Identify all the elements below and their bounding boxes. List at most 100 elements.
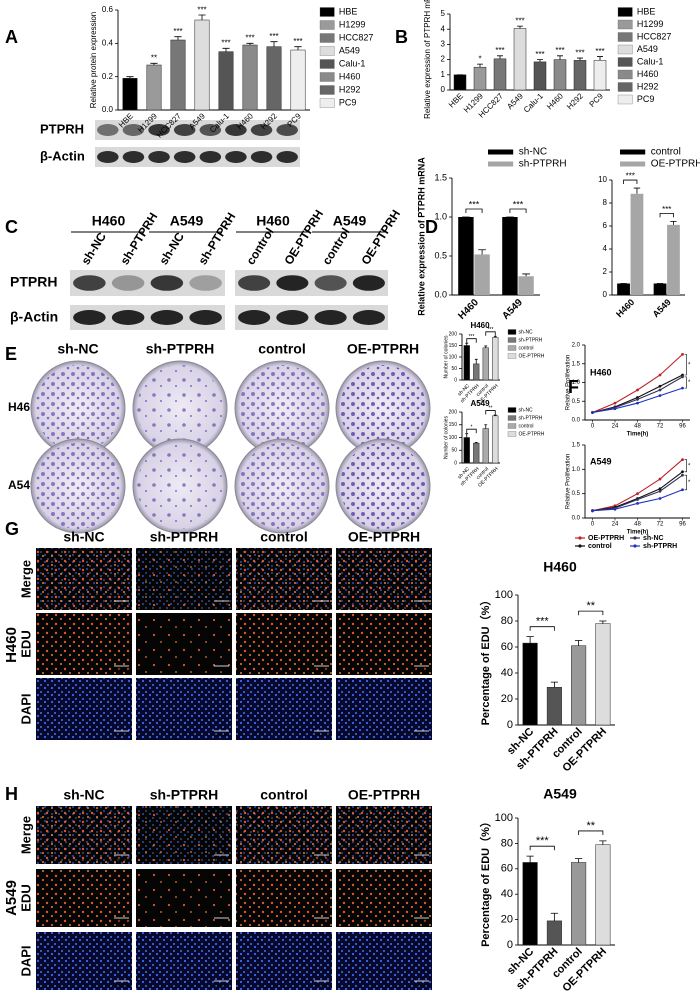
significance-label: *** bbox=[575, 48, 584, 57]
blot-band bbox=[238, 275, 271, 291]
bar bbox=[593, 60, 607, 91]
dapi-signal bbox=[36, 932, 132, 990]
lane-label: sh-NC bbox=[156, 230, 187, 268]
dapi-signal bbox=[136, 678, 232, 740]
bar bbox=[290, 49, 306, 111]
legend-label: control bbox=[651, 147, 681, 158]
scale-bar-label: 100um bbox=[314, 982, 329, 988]
bar bbox=[463, 345, 470, 381]
colonies bbox=[340, 443, 426, 529]
legend-label: sh-NC bbox=[519, 329, 534, 335]
significance-label: * bbox=[471, 424, 473, 430]
y-tick-label: 1.5 bbox=[434, 172, 447, 182]
colonies bbox=[35, 443, 121, 529]
significance-label: *** bbox=[535, 50, 544, 59]
error-bar bbox=[493, 414, 497, 416]
edu-signal bbox=[36, 613, 132, 675]
x-tick-label: A549 bbox=[500, 297, 525, 322]
point bbox=[681, 352, 684, 356]
legend-label: HCC827 bbox=[637, 31, 672, 41]
bar bbox=[595, 844, 611, 946]
error-bar bbox=[550, 912, 559, 921]
legend-label: OE-PTPRH bbox=[588, 535, 624, 542]
error-bar bbox=[550, 681, 559, 688]
dapi-signal bbox=[136, 932, 232, 990]
significance-bracket bbox=[684, 376, 687, 389]
column-header: sh-NC bbox=[57, 341, 98, 357]
legend-swatch bbox=[617, 44, 633, 55]
scale-bar-label: 100um bbox=[314, 856, 329, 862]
significance-label: *** bbox=[293, 37, 302, 46]
significance-bracket bbox=[485, 410, 496, 415]
column-header: sh-PTPRH bbox=[150, 787, 218, 803]
y-tick-label: 0.5 bbox=[572, 399, 581, 405]
legend-label: PC9 bbox=[637, 94, 655, 104]
colonies bbox=[137, 365, 223, 451]
legend-label: sh-NC bbox=[519, 407, 534, 413]
edu-signal bbox=[236, 613, 332, 675]
y-tick-label: 6 bbox=[603, 221, 608, 230]
row-label: A549 bbox=[8, 478, 37, 492]
colonies bbox=[137, 443, 223, 529]
edu-signal bbox=[36, 548, 132, 610]
y-axis-title: Relative protein expression bbox=[89, 12, 98, 109]
significance-label: *** bbox=[495, 46, 504, 55]
error-bar bbox=[484, 424, 488, 429]
error-bar bbox=[222, 47, 230, 52]
y-tick-label: 100 bbox=[449, 354, 458, 360]
legend-swatch bbox=[617, 7, 633, 17]
column-header: sh-NC bbox=[63, 787, 104, 803]
edu-signal bbox=[136, 548, 232, 610]
scale-bar-label: 100um bbox=[314, 919, 329, 925]
dapi-signal bbox=[36, 678, 132, 740]
colonies bbox=[35, 365, 121, 451]
y-tick-label: 2 bbox=[603, 267, 608, 276]
error-bar bbox=[522, 273, 530, 277]
error-bar bbox=[557, 55, 563, 60]
y-axis-title: Relative Proliferation bbox=[566, 454, 572, 509]
blot-band bbox=[238, 310, 271, 325]
y-tick-label: 5 bbox=[441, 9, 446, 18]
blot-band bbox=[352, 275, 385, 291]
legend-marker bbox=[633, 544, 637, 548]
blot-band bbox=[276, 124, 298, 136]
point bbox=[681, 458, 684, 461]
legend-label: OE-PTPRH bbox=[519, 431, 545, 437]
x-tick-label: H460 bbox=[614, 297, 636, 319]
scale-bar-label: 100um bbox=[414, 602, 429, 608]
blot-band bbox=[173, 151, 196, 163]
edu-signal bbox=[136, 806, 232, 864]
colonies bbox=[239, 443, 325, 529]
legend-swatch bbox=[507, 415, 517, 421]
significance-label: *** bbox=[173, 27, 182, 36]
error-bar bbox=[474, 441, 478, 444]
bar bbox=[546, 687, 562, 726]
y-tick-label: 200 bbox=[449, 331, 458, 337]
panel-letter: C bbox=[5, 217, 18, 237]
significance-label: *** bbox=[662, 205, 671, 214]
error-bar bbox=[474, 358, 478, 364]
y-tick-label: 0.0 bbox=[572, 418, 581, 424]
significance-bracket bbox=[578, 610, 604, 616]
significance-label: ** bbox=[586, 600, 595, 612]
y-tick-label: 8 bbox=[603, 198, 608, 207]
significance-bracket bbox=[509, 208, 527, 213]
x-tick-label: 96 bbox=[679, 424, 686, 430]
significance-label: ** bbox=[489, 406, 493, 412]
y-tick-label: 100 bbox=[495, 589, 513, 601]
significance-label: * bbox=[688, 480, 691, 486]
blot-band bbox=[122, 151, 145, 163]
y-tick-label: 0 bbox=[507, 939, 513, 951]
legend-label: Calu-1 bbox=[339, 58, 366, 68]
error-bar bbox=[478, 249, 486, 255]
blot-band bbox=[97, 151, 119, 163]
bar bbox=[492, 337, 499, 381]
blot-band bbox=[250, 151, 273, 163]
scale-bar-label: 100um bbox=[414, 732, 429, 738]
error-bar bbox=[246, 42, 254, 45]
legend-marker bbox=[578, 536, 582, 540]
bar bbox=[458, 217, 474, 295]
y-tick-label: 0.6 bbox=[102, 5, 114, 14]
bar bbox=[493, 58, 507, 91]
x-tick-label: Calu-1 bbox=[522, 91, 545, 114]
